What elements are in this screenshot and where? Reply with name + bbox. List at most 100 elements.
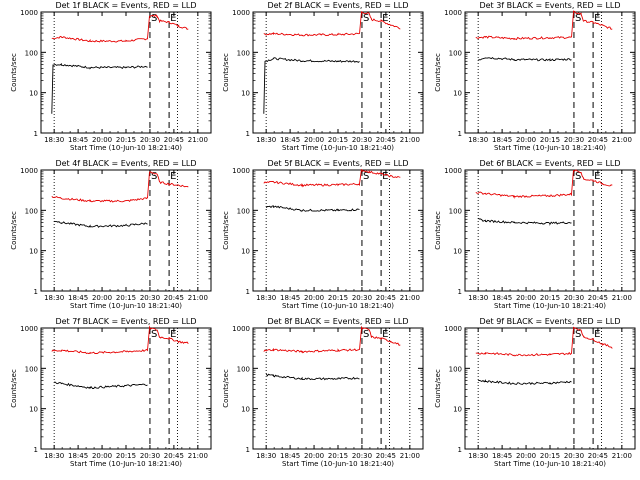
black-series-line — [263, 57, 360, 114]
chart-title: Det 8f BLACK = Events, RED = LLD — [267, 317, 408, 326]
chart-title: Det 4f BLACK = Events, RED = LLD — [55, 159, 196, 168]
x-tick-label: 20:45 — [164, 294, 184, 302]
plot-frame — [464, 169, 636, 292]
end-marker-label: E — [382, 329, 388, 340]
x-tick-label: 18:30 — [468, 294, 488, 302]
x-tick-label: 20:00 — [304, 294, 324, 302]
red-series-line — [51, 14, 189, 43]
plot-frame — [252, 11, 424, 134]
y-axis-label: Counts/sec — [434, 211, 442, 250]
chart-title: Det 1f BLACK = Events, RED = LLD — [55, 1, 196, 10]
y-tick-label: 1000 — [20, 9, 38, 17]
plot-frame — [252, 327, 424, 450]
chart-title: Det 5f BLACK = Events, RED = LLD — [267, 159, 408, 168]
y-tick-label: 100 — [449, 207, 462, 215]
y-tick-label: 1 — [34, 288, 38, 296]
x-tick-label: 21:00 — [612, 136, 632, 144]
black-series-line — [265, 205, 360, 213]
end-marker-label: E — [170, 329, 176, 340]
x-tick-label: 21:00 — [400, 294, 420, 302]
red-series-line — [263, 325, 401, 354]
x-axis-label: Start Time (10-Jun-10 18:21:40) — [70, 460, 182, 468]
y-tick-label: 1000 — [232, 9, 250, 17]
x-tick-label: 18:45 — [68, 452, 88, 460]
x-tick-label: 20:00 — [516, 136, 536, 144]
y-tick-label: 1000 — [20, 325, 38, 333]
y-axis-label: Counts/sec — [10, 53, 18, 92]
y-tick-label: 100 — [449, 365, 462, 373]
x-tick-label: 20:15 — [540, 452, 560, 460]
x-tick-label: 18:45 — [68, 294, 88, 302]
x-tick-label: 21:00 — [400, 452, 420, 460]
x-tick-label: 20:00 — [92, 294, 112, 302]
end-marker-label: E — [382, 171, 388, 182]
x-tick-label: 21:00 — [400, 136, 420, 144]
x-axis-label: Start Time (10-Jun-10 18:21:40) — [282, 460, 394, 468]
x-tick-label: 20:15 — [540, 136, 560, 144]
y-tick-label: 1 — [34, 130, 38, 138]
end-marker-label: E — [594, 171, 600, 182]
x-axis-label: Start Time (10-Jun-10 18:21:40) — [494, 302, 606, 310]
x-tick-label: 20:45 — [164, 452, 184, 460]
y-tick-label: 1 — [458, 446, 462, 454]
x-axis-label: Start Time (10-Jun-10 18:21:40) — [70, 302, 182, 310]
end-marker-label: E — [170, 13, 176, 24]
y-tick-label: 10 — [241, 90, 250, 98]
chart-title: Det 9f BLACK = Events, RED = LLD — [479, 317, 620, 326]
x-tick-label: 18:30 — [256, 452, 276, 460]
y-tick-label: 1 — [246, 130, 250, 138]
y-axis-label: Counts/sec — [222, 369, 230, 408]
plot-frame — [40, 169, 212, 292]
red-series-line — [475, 326, 613, 357]
plot-frame — [464, 327, 636, 450]
plot-frame — [464, 11, 636, 134]
chart-title: Det 7f BLACK = Events, RED = LLD — [55, 317, 196, 326]
x-tick-label: 18:45 — [492, 452, 512, 460]
red-series-line — [475, 10, 613, 41]
x-tick-label: 18:30 — [44, 136, 64, 144]
y-tick-label: 10 — [241, 406, 250, 414]
x-tick-label: 21:00 — [188, 136, 208, 144]
y-tick-label: 100 — [449, 49, 462, 57]
chart-panel-4: Det 4f BLACK = Events, RED = LLD 1 10 100 10… — [10, 159, 212, 310]
y-tick-label: 1000 — [444, 9, 462, 17]
plot-frame — [40, 11, 212, 134]
x-tick-label: 20:15 — [116, 452, 136, 460]
x-tick-label: 21:00 — [612, 294, 632, 302]
x-tick-label: 18:30 — [468, 452, 488, 460]
start-marker-label: S — [363, 171, 369, 182]
start-marker-label: S — [575, 13, 581, 24]
x-tick-label: 18:30 — [44, 452, 64, 460]
x-tick-label: 20:45 — [588, 136, 608, 144]
x-tick-label: 20:30 — [564, 294, 584, 302]
x-tick-label: 21:00 — [188, 294, 208, 302]
x-tick-label: 20:45 — [376, 294, 396, 302]
plot-frame — [40, 327, 212, 450]
chart-panel-3: Det 3f BLACK = Events, RED = LLD 1 10 100 10… — [434, 1, 636, 152]
red-series-line — [475, 169, 613, 199]
chart-panel-2: Det 2f BLACK = Events, RED = LLD 1 10 100 10… — [222, 1, 424, 152]
y-tick-label: 10 — [29, 90, 38, 98]
x-tick-label: 18:45 — [280, 294, 300, 302]
black-series-line — [478, 379, 572, 386]
black-series-line — [265, 373, 360, 381]
x-tick-label: 18:45 — [280, 136, 300, 144]
x-tick-label: 20:15 — [328, 294, 348, 302]
black-series-line — [477, 217, 572, 226]
y-axis-label: Counts/sec — [222, 211, 230, 250]
x-tick-label: 20:00 — [92, 452, 112, 460]
x-axis-label: Start Time (10-Jun-10 18:21:40) — [282, 302, 394, 310]
end-marker-label: E — [382, 13, 388, 24]
x-tick-label: 20:30 — [140, 294, 160, 302]
x-tick-label: 18:45 — [492, 136, 512, 144]
chart-panel-8: Det 8f BLACK = Events, RED = LLD 1 10 100 10… — [222, 317, 424, 468]
x-tick-label: 20:30 — [352, 452, 372, 460]
x-tick-label: 20:15 — [116, 136, 136, 144]
x-axis-label: Start Time (10-Jun-10 18:21:40) — [70, 144, 182, 152]
x-tick-label: 20:00 — [304, 136, 324, 144]
x-tick-label: 21:00 — [612, 452, 632, 460]
x-tick-label: 20:45 — [164, 136, 184, 144]
start-marker-label: S — [151, 13, 157, 24]
y-tick-label: 1 — [458, 288, 462, 296]
